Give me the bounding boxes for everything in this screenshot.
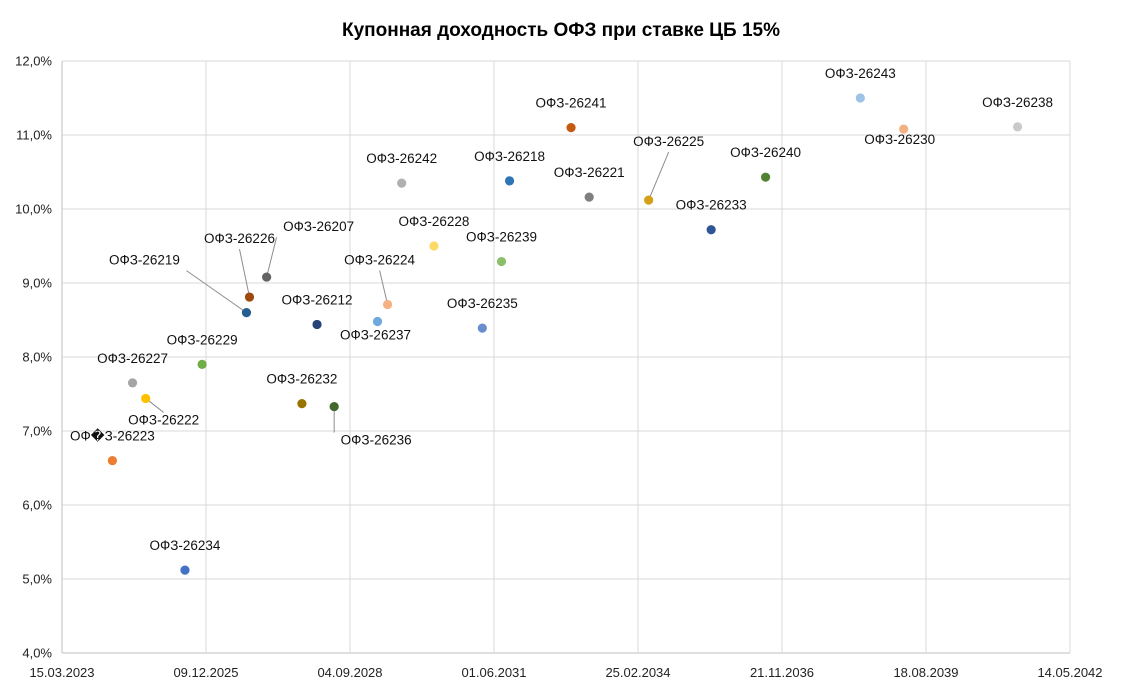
data-label: ОФЗ-26240 [730,145,801,160]
leader-line [186,270,247,314]
data-label: ОФЗ-26224 [344,252,415,267]
x-tick-label: 04.09.2028 [317,665,382,680]
y-axis-ticks: 4,0% 5,0% 6,0% 7,0% 8,0% 9,0% 10,0% 11,0% 12,0% [15,54,52,661]
data-label: ОФЗ-26237 [340,327,411,342]
y-tick-label: 11,0% [16,128,52,143]
data-label: ОФ�З-26223 [70,428,155,444]
data-label: ОФЗ-26218 [474,149,545,164]
grid-lines [61,60,1071,654]
y-tick-label: 10,0% [15,202,52,217]
data-label: ОФЗ-26229 [167,332,238,347]
data-point [899,124,909,134]
y-tick-label: 6,0% [22,498,52,513]
data-label: ОФЗ-26230 [864,132,935,147]
leader-line [266,236,278,278]
data-points [107,93,1023,575]
data-point [855,93,865,103]
x-tick-label: 14.05.2042 [1037,665,1102,680]
data-point [429,241,439,251]
data-label: ОФЗ-26243 [825,66,896,81]
y-tick-label: 12,0% [15,54,52,69]
data-point [241,308,252,318]
data-label: ОФЗ-26212 [282,292,353,307]
y-tick-label: 8,0% [22,350,52,365]
data-labels: ОФ�З-26223 ОФЗ-26227 ОФЗ-26222 ОФЗ-26234 ОФЗ… [70,66,1053,553]
data-label: ОФЗ-26233 [676,198,747,213]
y-tick-label: 5,0% [22,572,52,587]
data-label: ОФЗ-26225 [633,134,704,149]
data-label: ОФЗ-26227 [97,351,168,366]
data-label: ОФЗ-26234 [149,538,220,553]
data-point [477,323,487,333]
data-label: ОФЗ-26232 [266,372,337,387]
data-label: ОФЗ-26235 [447,296,518,311]
data-point [107,456,117,466]
data-point [312,319,322,330]
y-tick-label: 4,0% [22,646,52,661]
data-point [496,256,507,267]
x-axis-ticks: 15.03.2023 09.12.2025 04.09.2028 01.06.2031… [29,665,1102,680]
y-tick-label: 7,0% [22,424,52,439]
chart-title: Купонная доходность ОФЗ при ставке ЦБ 15… [342,20,780,41]
data-point [760,172,771,182]
data-label: ОФЗ-26228 [398,214,469,229]
data-point [262,272,272,282]
y-tick-label: 9,0% [22,276,52,291]
x-tick-label: 01.06.2031 [461,665,526,680]
data-label: ОФЗ-26236 [341,433,412,448]
x-tick-label: 09.12.2025 [173,665,238,680]
data-label: ОФЗ-26219 [109,253,180,268]
leader-line [238,248,250,298]
data-point [244,292,255,302]
data-point [584,192,594,202]
data-point [372,316,383,327]
data-point [382,299,393,310]
data-point [397,178,407,188]
x-tick-label: 18.08.2039 [893,665,958,680]
data-point [297,399,307,409]
data-label: ОФЗ-26239 [466,230,537,245]
data-point [644,195,654,205]
data-point [197,359,207,369]
data-label: ОФЗ-26222 [128,412,199,427]
leader-line [648,151,670,201]
x-tick-label: 25.02.2034 [605,665,670,680]
data-point [180,565,190,575]
data-label: ОФЗ-26241 [536,96,607,111]
x-tick-label: 21.11.2036 [750,665,814,680]
data-point [329,401,339,412]
data-label: ОФЗ-26207 [283,219,354,234]
data-point [127,378,138,388]
data-label: ОФЗ-26238 [982,95,1053,110]
x-tick-label: 15.03.2023 [29,665,94,680]
data-label: ОФЗ-26226 [204,231,275,246]
leader-line [379,270,389,305]
data-point [706,225,716,235]
data-point [566,123,576,133]
data-point [141,393,151,404]
data-label: ОФЗ-26221 [554,165,625,180]
data-label: ОФЗ-26242 [366,151,437,166]
data-point [504,176,515,186]
data-point [1012,122,1023,132]
